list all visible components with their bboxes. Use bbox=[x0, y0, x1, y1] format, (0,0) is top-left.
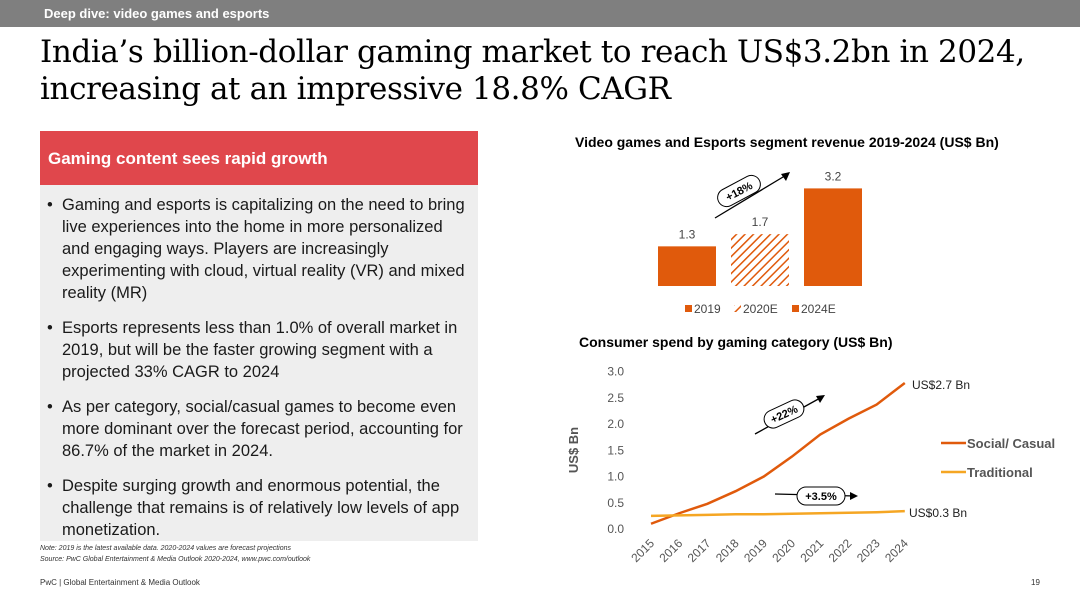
panel-heading: Gaming content sees rapid growth bbox=[48, 149, 328, 168]
y-tick-label: 3.0 bbox=[607, 365, 624, 379]
note-text: Note: 2019 is the latest available data.… bbox=[40, 545, 291, 552]
x-tick-label: 2019 bbox=[741, 536, 770, 565]
panel-heading-bar: Gaming content sees rapid growth bbox=[40, 131, 478, 185]
x-tick-label: 2016 bbox=[657, 536, 686, 565]
x-tick-label: 2017 bbox=[685, 536, 714, 565]
title-line-2: increasing at an impressive 18.8% CAGR bbox=[40, 71, 671, 107]
legend-label: Traditional bbox=[967, 465, 1033, 480]
social-growth-arrow: +22% bbox=[754, 395, 825, 435]
x-tick-label: 2024 bbox=[882, 536, 911, 565]
legend-label: 2020E bbox=[743, 302, 778, 316]
bar-value-label: 1.7 bbox=[752, 215, 769, 229]
legend-label: 2019 bbox=[694, 302, 721, 316]
source-text: Source: PwC Global Entertainment & Media… bbox=[40, 556, 311, 563]
x-tick-label: 2021 bbox=[798, 536, 827, 565]
y-tick-label: 0.5 bbox=[607, 496, 624, 510]
bar-2020E bbox=[731, 234, 789, 286]
y-tick-label: 2.0 bbox=[607, 417, 624, 431]
traditional-growth-annotation: +3.5% bbox=[805, 491, 837, 503]
consumer-spend-line-chart: US$ Bn 0.0 0.5 1.0 1.5 2.0 2.5 3.0 2015 2016 2017… bbox=[566, 365, 1055, 566]
bar-2019 bbox=[658, 246, 716, 286]
bullet-item: As per category, social/casual games to … bbox=[47, 396, 465, 462]
bar-2024E bbox=[804, 188, 862, 286]
source-notes: Note: 2019 is the latest available data.… bbox=[40, 543, 310, 565]
x-tick-label: 2023 bbox=[854, 536, 883, 565]
series-line-1 bbox=[650, 509, 905, 518]
footer-text: PwC | Global Entertainment & Media Outlo… bbox=[40, 578, 200, 587]
x-tick-label: 2015 bbox=[628, 536, 657, 565]
bar-value-label: 3.2 bbox=[825, 169, 842, 183]
y-tick-label: 1.0 bbox=[607, 470, 624, 484]
bullet-list: Gaming and esports is capitalizing on th… bbox=[47, 194, 465, 554]
bar-chart-title: Video games and Esports segment revenue … bbox=[575, 134, 999, 150]
x-tick-label: 2018 bbox=[713, 536, 742, 565]
legend-swatch bbox=[792, 305, 799, 312]
end-label-traditional: US$0.3 Bn bbox=[909, 506, 967, 520]
legend-label: Social/ Casual bbox=[967, 436, 1055, 451]
legend-swatch bbox=[734, 305, 741, 312]
line-chart-title: Consumer spend by gaming category (US$ B… bbox=[579, 334, 893, 350]
title-line-1: India’s billion-dollar gaming market to … bbox=[40, 34, 1025, 70]
growth-arrow: +18% bbox=[714, 172, 790, 219]
bullet-item: Despite surging growth and enormous pote… bbox=[47, 475, 465, 541]
legend-swatch bbox=[685, 305, 692, 312]
y-tick-label: 1.5 bbox=[607, 443, 624, 457]
page-title: India’s billion-dollar gaming market to … bbox=[40, 34, 1075, 108]
y-tick-label: 2.5 bbox=[607, 391, 624, 405]
x-tick-label: 2020 bbox=[769, 536, 798, 565]
section-label: Deep dive: video games and esports bbox=[44, 6, 270, 21]
bar-value-label: 1.3 bbox=[679, 227, 696, 241]
series-line-0 bbox=[650, 382, 906, 525]
traditional-growth-arrow: +3.5% bbox=[774, 486, 858, 506]
y-tick-label: 0.0 bbox=[607, 522, 624, 536]
page-number: 19 bbox=[1031, 578, 1040, 587]
section-bar: Deep dive: video games and esports bbox=[0, 0, 1080, 27]
bullet-item: Esports represents less than 1.0% of ove… bbox=[47, 317, 465, 383]
legend-label: 2024E bbox=[801, 302, 836, 316]
end-label-social: US$2.7 Bn bbox=[912, 378, 970, 392]
revenue-bar-chart: 1.3 1.7 3.2 2019 2020E 2024E +18% bbox=[658, 169, 862, 316]
bullet-item: Gaming and esports is capitalizing on th… bbox=[47, 194, 465, 304]
y-axis-label: US$ Bn bbox=[566, 427, 581, 473]
x-tick-label: 2022 bbox=[826, 536, 855, 565]
